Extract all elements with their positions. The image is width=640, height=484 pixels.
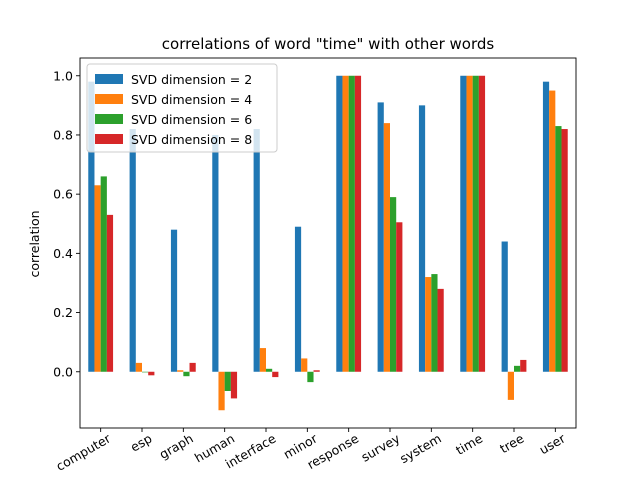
x-tick-label-time: time [453, 431, 485, 458]
bar-survey-series-2 [383, 123, 390, 372]
bar-interface-series-2 [259, 348, 266, 372]
bar-system-series-4 [437, 288, 444, 372]
y-tick-label: 0.8 [53, 127, 73, 142]
bar-graph-series-4 [189, 362, 196, 372]
bar-tree-series-1 [501, 241, 508, 372]
bar-esp-series-1 [129, 129, 136, 372]
bar-interface-series-3 [266, 368, 273, 372]
bar-human-series-3 [224, 371, 231, 391]
x-tick-label-graph: graph [157, 431, 196, 462]
bar-minor-series-1 [294, 226, 302, 372]
legend-box [86, 63, 278, 153]
bar-human-series-1 [212, 134, 219, 372]
bar-human-series-4 [230, 371, 238, 399]
bar-minor-series-3 [307, 371, 314, 383]
bar-tree-series-3 [514, 365, 521, 372]
chart-title: correlations of word "time" with other w… [162, 35, 495, 53]
bar-minor-series-2 [301, 358, 308, 372]
legend: SVD dimension = 2 SVD dimension = 4 SVD di… [86, 63, 278, 153]
x-tick-label-tree: tree [497, 431, 527, 457]
y-axis-label: correlation [27, 210, 42, 277]
plot-frame [79, 57, 577, 429]
x-tick-label-survey: survey [359, 430, 403, 464]
bar-interface-series-4 [272, 371, 279, 378]
bar-esp-series-3 [142, 371, 149, 373]
bar-tree-series-4 [520, 359, 527, 372]
bar-time-series-4 [478, 75, 486, 372]
bar-interface-series-1 [253, 129, 260, 372]
bar-user-series-4 [561, 129, 568, 372]
bar-system-series-2 [425, 277, 432, 372]
bar-computer-series-2 [94, 185, 101, 372]
legend-label-2: SVD dimension = 4 [131, 92, 252, 107]
bar-system-series-1 [418, 105, 426, 372]
bar-computer-series-1 [88, 81, 95, 372]
bar-response-series-2 [342, 75, 349, 372]
bar-user-series-2 [549, 90, 556, 372]
legend-label-4: SVD dimension = 8 [131, 132, 252, 147]
bar-time-series-2 [466, 75, 473, 372]
y-tick-label: 0.0 [53, 364, 73, 379]
bar-tree-series-2 [507, 371, 514, 400]
bar-computer-series-3 [100, 176, 107, 372]
bar-survey-series-1 [377, 102, 384, 372]
y-tick-label: 1.0 [53, 68, 73, 83]
legend-swatch-3 [95, 114, 123, 124]
bar-esp-series-2 [135, 362, 142, 372]
bars-group [88, 75, 568, 411]
bar-user-series-3 [555, 126, 562, 372]
legend-swatch-4 [95, 134, 123, 144]
x-tick-label-esp: esp [128, 431, 155, 455]
legend-label-3: SVD dimension = 6 [131, 112, 252, 127]
legend-label-1: SVD dimension = 2 [131, 72, 252, 87]
bar-system-series-3 [431, 274, 438, 372]
x-tick-label-user: user [537, 430, 569, 457]
bar-response-series-4 [354, 75, 362, 372]
bar-minor-series-4 [313, 370, 320, 372]
bar-graph-series-2 [177, 370, 184, 372]
legend-swatch-1 [95, 74, 123, 84]
bar-response-series-3 [348, 75, 355, 372]
bar-time-series-3 [472, 75, 479, 372]
bar-user-series-1 [542, 81, 550, 372]
y-tick-label: 0.6 [53, 187, 73, 202]
bar-survey-series-3 [390, 197, 397, 372]
bar-response-series-1 [336, 75, 343, 372]
x-tick-label-computer: computer [53, 430, 113, 474]
bar-human-series-2 [218, 371, 225, 411]
bar-computer-series-4 [106, 214, 114, 372]
bar-esp-series-4 [148, 371, 155, 376]
bar-graph-series-1 [170, 229, 178, 372]
legend-swatch-2 [95, 94, 123, 104]
y-tick-label: 0.4 [53, 246, 73, 261]
bar-survey-series-4 [396, 222, 403, 372]
x-tick-label-system: system [397, 431, 444, 467]
y-tick-label: 0.2 [53, 305, 73, 320]
bar-graph-series-3 [183, 371, 190, 377]
bar-time-series-1 [460, 75, 467, 372]
